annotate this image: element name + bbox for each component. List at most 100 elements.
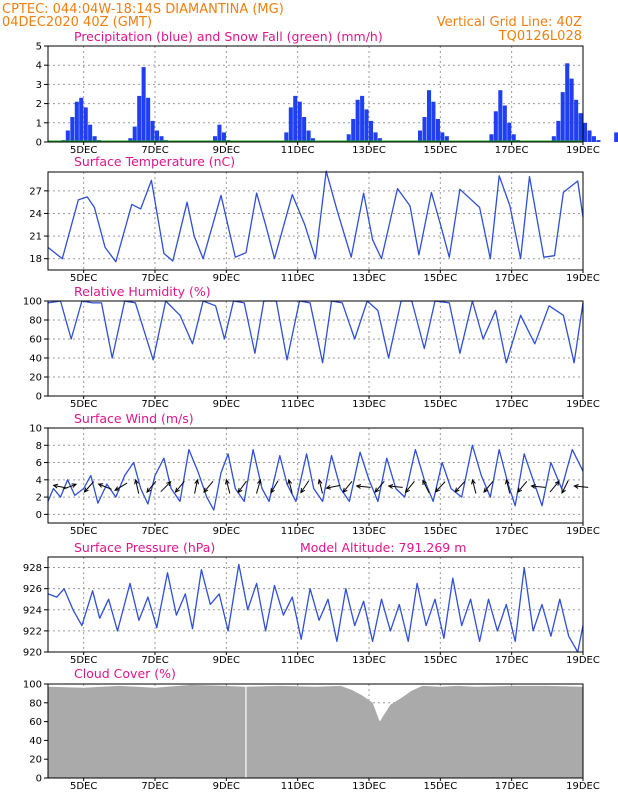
precip-bar bbox=[346, 134, 351, 142]
x-tick-label: 13DEC bbox=[352, 399, 386, 410]
wind-arrow bbox=[326, 484, 341, 489]
wind-arrowhead bbox=[300, 488, 306, 494]
precip-bar bbox=[587, 130, 592, 142]
precip-bar bbox=[569, 78, 574, 142]
precip-bar bbox=[507, 122, 512, 142]
precip-bar bbox=[574, 99, 579, 142]
precip-bar bbox=[221, 132, 226, 142]
wind-arrowhead bbox=[471, 478, 476, 485]
wind-arrowhead bbox=[422, 479, 427, 486]
y-tick-label: 21 bbox=[29, 232, 42, 243]
wind-panel: 5DEC 7DEC 9DEC 11DEC 13DEC 15DEC 17DEC 19DEC 0 2 4… bbox=[29, 424, 600, 538]
wind-arrowhead bbox=[287, 478, 293, 485]
wind-arrow bbox=[549, 480, 560, 493]
wind-arrow bbox=[318, 479, 323, 494]
x-tick-label: 5DEC bbox=[70, 399, 97, 410]
precip-bar bbox=[493, 111, 498, 142]
y-tick-label: 2 bbox=[36, 99, 42, 110]
wind-arrowhead bbox=[134, 478, 139, 485]
x-tick-label: 13DEC bbox=[352, 655, 386, 666]
y-tick-label: 27 bbox=[29, 186, 42, 197]
plot-frame bbox=[47, 556, 584, 653]
precip-bar bbox=[360, 95, 365, 142]
wind-arrow bbox=[505, 479, 511, 494]
wind-arrowhead bbox=[83, 487, 89, 493]
precip-bar bbox=[596, 140, 601, 142]
wind-arrowhead bbox=[52, 483, 59, 489]
x-tick-label: 17DEC bbox=[495, 399, 529, 410]
x-tick-label: 9DEC bbox=[213, 526, 240, 537]
rh-series-line bbox=[47, 300, 584, 364]
x-tick-label: 9DEC bbox=[213, 655, 240, 666]
wind-arrow bbox=[374, 480, 385, 493]
precip-bar bbox=[146, 97, 151, 142]
y-tick-label: 3 bbox=[36, 80, 42, 91]
y-tick-label: 40 bbox=[29, 354, 42, 365]
x-tick-label: 11DEC bbox=[281, 781, 315, 792]
y-tick-label: 10 bbox=[29, 424, 42, 435]
wind-arrowhead bbox=[114, 486, 120, 491]
wind-arrowhead bbox=[237, 487, 243, 494]
y-tick-label: 924 bbox=[23, 605, 42, 616]
temp-series-line bbox=[47, 170, 584, 263]
y-tick-label: 80 bbox=[29, 698, 42, 709]
x-tick-label: 19DEC bbox=[566, 655, 600, 666]
precip-bar bbox=[373, 132, 378, 142]
rh-title: Relative Humidity (%) bbox=[74, 284, 211, 299]
wind-arrowhead bbox=[530, 484, 536, 489]
wind-arrow bbox=[203, 480, 214, 493]
wind-arrowhead bbox=[257, 478, 262, 485]
y-tick-label: 0 bbox=[36, 138, 42, 149]
wind-arrowhead bbox=[374, 487, 380, 493]
wind-arrow bbox=[146, 480, 157, 493]
wind-arrow bbox=[561, 480, 569, 494]
x-tick-label: 13DEC bbox=[352, 526, 386, 537]
x-tick-label: 19DEC bbox=[566, 399, 600, 410]
y-tick-label: 80 bbox=[29, 316, 42, 327]
precip-bar bbox=[141, 67, 146, 142]
precip-bar bbox=[74, 101, 79, 142]
precip-bar bbox=[302, 117, 307, 142]
plot-frame bbox=[47, 427, 584, 524]
wind-arrow bbox=[531, 485, 546, 488]
precip-bar bbox=[560, 92, 565, 142]
wind-arrow bbox=[435, 481, 446, 493]
precip-bar bbox=[556, 120, 561, 142]
wind-arrow bbox=[53, 484, 68, 489]
wind-arrowhead bbox=[174, 487, 180, 493]
x-tick-label: 5DEC bbox=[70, 781, 97, 792]
wind-arrowhead bbox=[97, 483, 104, 488]
temp-panel: 5DEC 7DEC 9DEC 11DEC 13DEC 15DEC 17DEC 19DEC 18 2… bbox=[29, 170, 600, 284]
precip-bar bbox=[551, 136, 556, 142]
wind-arrowhead bbox=[194, 478, 199, 485]
y-tick-label: 6 bbox=[36, 458, 42, 469]
x-tick-label: 7DEC bbox=[141, 781, 168, 792]
x-tick-label: 13DEC bbox=[352, 273, 386, 284]
wind-arrowhead bbox=[387, 484, 394, 489]
wind-arrow bbox=[225, 479, 231, 494]
wind-arrowhead bbox=[146, 487, 152, 493]
wind-arrow bbox=[454, 481, 466, 493]
wind-arrowhead bbox=[517, 487, 523, 493]
precip-bar bbox=[70, 117, 75, 142]
model-code: TQ0126L028 bbox=[498, 29, 582, 44]
precip-bar bbox=[498, 90, 503, 142]
y-tick-label: 920 bbox=[23, 648, 42, 659]
wind-arrowhead bbox=[554, 480, 560, 486]
precip-bar bbox=[311, 138, 316, 142]
x-tick-label: 9DEC bbox=[213, 145, 240, 156]
x-tick-label: 7DEC bbox=[141, 145, 168, 156]
precip-bar bbox=[159, 136, 164, 142]
wind-arrow bbox=[62, 483, 77, 490]
precip-panel: 5DEC 7DEC 9DEC 11DEC 13DEC 15DEC 17DEC 19DEC 0 1 2… bbox=[36, 42, 618, 156]
wind-arrow bbox=[472, 479, 477, 494]
precip-bar bbox=[440, 132, 445, 142]
wind-arrow bbox=[135, 479, 140, 494]
wind-arrow bbox=[288, 479, 293, 494]
wind-arrowhead bbox=[483, 487, 489, 493]
x-tick-label: 19DEC bbox=[566, 145, 600, 156]
wind-arrowhead bbox=[355, 484, 362, 489]
wind-arrow bbox=[84, 481, 95, 493]
y-tick-label: 18 bbox=[29, 254, 42, 265]
